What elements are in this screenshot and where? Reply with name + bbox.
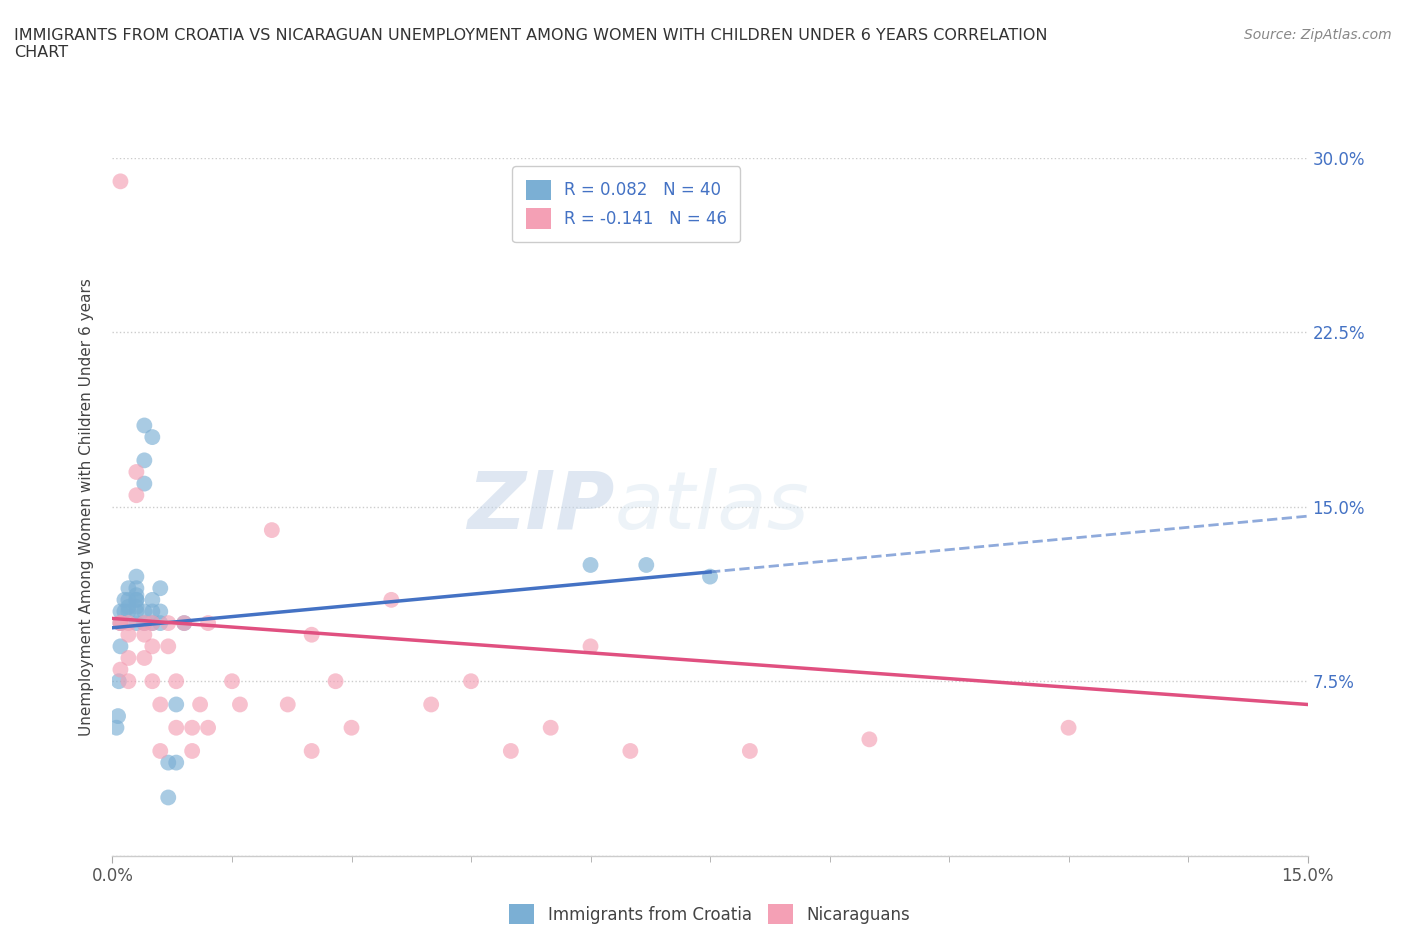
Point bbox=[110, 616, 132, 631]
Point bbox=[149, 698, 172, 712]
Point bbox=[579, 639, 602, 654]
Point bbox=[110, 174, 132, 189]
Point bbox=[117, 673, 139, 688]
Point bbox=[134, 453, 156, 468]
Point bbox=[149, 744, 172, 759]
Point bbox=[738, 744, 761, 759]
Point bbox=[260, 523, 283, 538]
Point bbox=[157, 755, 180, 770]
Point bbox=[157, 616, 180, 631]
Point bbox=[125, 592, 148, 607]
Point bbox=[173, 616, 195, 631]
Point bbox=[579, 558, 602, 573]
Point bbox=[460, 673, 482, 688]
Text: ZIP: ZIP bbox=[467, 468, 614, 546]
Point bbox=[134, 616, 156, 631]
Point bbox=[1057, 720, 1080, 735]
Point bbox=[141, 616, 163, 631]
Point bbox=[301, 744, 323, 759]
Point bbox=[117, 592, 139, 607]
Point bbox=[181, 720, 204, 735]
Point bbox=[125, 465, 148, 480]
Point bbox=[197, 720, 219, 735]
Point bbox=[301, 628, 323, 643]
Point bbox=[125, 616, 148, 631]
Point bbox=[165, 673, 187, 688]
Point bbox=[125, 604, 148, 619]
Point bbox=[499, 744, 522, 759]
Point bbox=[134, 651, 156, 666]
Text: IMMIGRANTS FROM CROATIA VS NICARAGUAN UNEMPLOYMENT AMONG WOMEN WITH CHILDREN UND: IMMIGRANTS FROM CROATIA VS NICARAGUAN UN… bbox=[14, 28, 1047, 60]
Point bbox=[221, 673, 243, 688]
Point bbox=[157, 639, 180, 654]
Point bbox=[340, 720, 363, 735]
Point bbox=[117, 600, 139, 615]
Point bbox=[197, 616, 219, 631]
Text: atlas: atlas bbox=[614, 468, 810, 546]
Point bbox=[114, 592, 135, 607]
Point bbox=[149, 580, 172, 596]
Point bbox=[105, 720, 128, 735]
Point bbox=[110, 662, 132, 677]
Point bbox=[165, 698, 187, 712]
Point bbox=[125, 592, 148, 607]
Point bbox=[141, 616, 163, 631]
Point bbox=[149, 604, 172, 619]
Point bbox=[110, 604, 132, 619]
Legend: Immigrants from Croatia, Nicaraguans: Immigrants from Croatia, Nicaraguans bbox=[503, 897, 917, 930]
Point bbox=[540, 720, 562, 735]
Point bbox=[229, 698, 252, 712]
Point bbox=[157, 790, 180, 805]
Point bbox=[380, 592, 402, 607]
Point bbox=[110, 616, 132, 631]
Point bbox=[149, 616, 172, 631]
Point bbox=[181, 744, 204, 759]
Point bbox=[125, 488, 148, 503]
Point bbox=[117, 580, 139, 596]
Text: Source: ZipAtlas.com: Source: ZipAtlas.com bbox=[1244, 28, 1392, 42]
Point bbox=[141, 430, 163, 445]
Point bbox=[125, 580, 148, 596]
Point bbox=[125, 569, 148, 584]
Point bbox=[636, 558, 658, 573]
Point bbox=[141, 592, 163, 607]
Point bbox=[188, 698, 211, 712]
Point bbox=[107, 709, 129, 724]
Point bbox=[117, 628, 139, 643]
Point bbox=[619, 744, 641, 759]
Point bbox=[125, 600, 148, 615]
Point bbox=[108, 673, 131, 688]
Point bbox=[134, 418, 156, 433]
Point bbox=[141, 673, 163, 688]
Point bbox=[117, 651, 139, 666]
Point bbox=[134, 616, 156, 631]
Point bbox=[173, 616, 195, 631]
Point bbox=[699, 569, 721, 584]
Y-axis label: Unemployment Among Women with Children Under 6 years: Unemployment Among Women with Children U… bbox=[79, 278, 94, 736]
Point bbox=[420, 698, 443, 712]
Point bbox=[325, 673, 347, 688]
Point bbox=[165, 720, 187, 735]
Point bbox=[114, 604, 135, 619]
Point bbox=[117, 604, 139, 619]
Point bbox=[277, 698, 299, 712]
Point bbox=[125, 588, 148, 603]
Point bbox=[858, 732, 880, 747]
Point bbox=[110, 639, 132, 654]
Point bbox=[117, 616, 139, 631]
Point bbox=[165, 755, 187, 770]
Point bbox=[134, 628, 156, 643]
Point bbox=[110, 616, 132, 631]
Point bbox=[141, 604, 163, 619]
Point bbox=[141, 639, 163, 654]
Point bbox=[134, 476, 156, 491]
Point bbox=[134, 604, 156, 619]
